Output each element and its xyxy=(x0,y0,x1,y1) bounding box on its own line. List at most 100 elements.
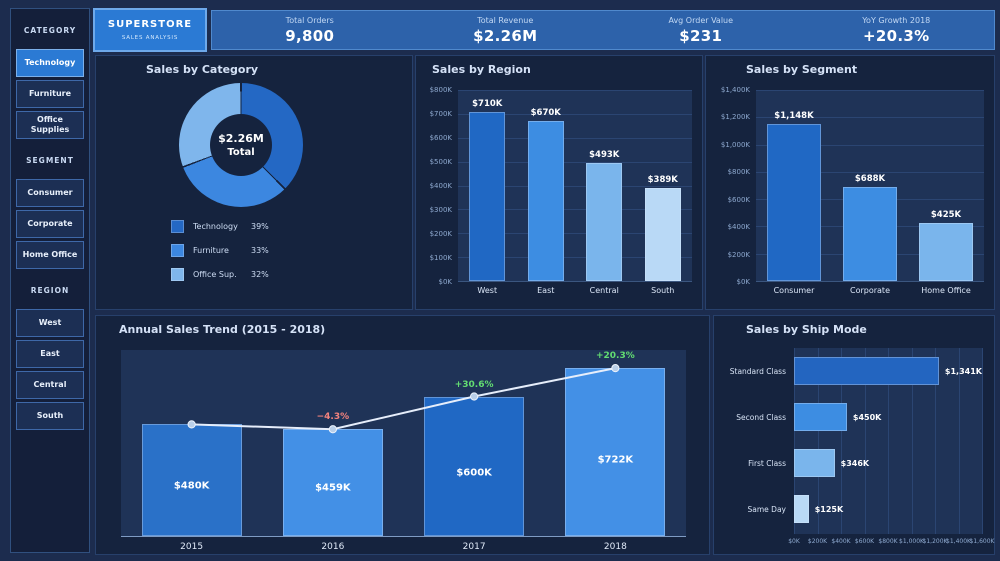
x-tick-label: West xyxy=(477,286,498,295)
kpi-label: YoY Growth 2018 xyxy=(862,15,931,25)
y-tick-label: $600K xyxy=(429,134,452,142)
region-chart: $800K $700K $600K $500K $400K $300K $200K $100K… xyxy=(422,86,692,286)
bar-group-central: $493K xyxy=(575,90,634,281)
kpi-label: Total Orders xyxy=(285,15,334,25)
bar-south[interactable] xyxy=(644,188,681,281)
trend-x-axis: 2015 2016 2017 2018 xyxy=(121,542,686,552)
ship-row-second-class: Second Class $450K xyxy=(724,394,982,440)
kpi-label: Avg Order Value xyxy=(668,15,734,25)
x-tick-label: Corporate xyxy=(850,286,890,295)
segment-plot-area: $1,148K $688K $425K xyxy=(756,90,984,282)
legend-percent: 33% xyxy=(251,245,269,255)
category-legend: Technology 39% Furniture 33% Office Sup. 32% xyxy=(171,214,269,286)
sidebar-item-central[interactable]: Central xyxy=(16,371,84,399)
x-tick-label: Central xyxy=(589,286,619,295)
x-tick-label: $1,600K xyxy=(969,538,995,545)
kpi-total-revenue: Total Revenue $2.26M xyxy=(408,11,604,49)
x-tick-label: $1,400K xyxy=(946,538,971,545)
x-tick-label: $800K xyxy=(878,538,898,545)
bar-2015[interactable]: $480K xyxy=(141,424,242,536)
gridline xyxy=(817,348,819,534)
x-tick-label: 2015 xyxy=(180,542,204,552)
bar-east[interactable] xyxy=(527,121,564,281)
x-tick-label: $1,000K xyxy=(899,538,924,545)
bar-2018[interactable]: $722K xyxy=(565,368,666,536)
gridline xyxy=(458,233,692,235)
trend-bar-group-2017: $600K xyxy=(404,350,545,536)
sidebar-item-office-supplies[interactable]: Office Supplies xyxy=(16,111,84,139)
sidebar-item-west[interactable]: West xyxy=(16,309,84,337)
gridline xyxy=(458,257,692,259)
bar-first-class[interactable] xyxy=(794,449,835,477)
trend-annotation: −4.3% xyxy=(316,412,350,423)
sidebar-sections: CATEGORY Technology Furniture Office Suppli… xyxy=(11,26,89,430)
legend-item-office-sup[interactable]: Office Sup. 32% xyxy=(171,262,269,286)
y-tick-label: $1,200K xyxy=(720,113,750,122)
ship-mode-plot-area: Standard Class $1,341K Second Class $450K Fi… xyxy=(724,348,983,534)
bar-second-class[interactable] xyxy=(794,403,847,431)
bar-value-label: $493K xyxy=(589,150,620,161)
y-tick-label: $500K xyxy=(429,158,452,166)
sidebar-item-furniture[interactable]: Furniture xyxy=(16,80,84,108)
kpi-total-orders: Total Orders 9,800 xyxy=(212,11,408,49)
sidebar: CATEGORY Technology Furniture Office Suppli… xyxy=(10,8,90,553)
kpi-yoy-growth-2018: YoY Growth 2018 +20.3% xyxy=(799,11,995,49)
bar-value-label: $1,148K xyxy=(774,111,814,122)
bar-group-home-office: $425K xyxy=(908,90,984,281)
donut-total-label: Total xyxy=(227,147,255,158)
bar-value-label: $710K xyxy=(472,98,503,109)
sidebar-item-home-office[interactable]: Home Office xyxy=(16,241,84,269)
category-donut-chart[interactable]: $2.26M Total xyxy=(179,83,303,207)
ship-category-label: First Class xyxy=(748,458,786,468)
x-tick-label: $600K xyxy=(854,538,875,545)
bar-corporate[interactable] xyxy=(843,187,897,281)
x-tick-label: Consumer xyxy=(773,286,815,295)
gridline xyxy=(458,113,692,115)
sidebar-item-consumer[interactable]: Consumer xyxy=(16,179,84,207)
bar-central[interactable] xyxy=(586,163,623,281)
x-tick-label: South xyxy=(651,286,675,295)
kpi-label: Total Revenue xyxy=(477,15,534,25)
region-plot-area: $710K $670K $493K $389K xyxy=(458,90,692,282)
bar-same-day[interactable] xyxy=(794,495,809,523)
sidebar-section-segment: SEGMENT xyxy=(26,156,74,165)
bar-consumer[interactable] xyxy=(767,124,821,281)
chart-title-trend: Annual Sales Trend (2015 - 2018) xyxy=(119,323,326,336)
legend-label: Office Sup. xyxy=(193,269,237,279)
bar-west[interactable] xyxy=(469,111,506,281)
y-tick-label: $700K xyxy=(429,110,452,118)
chart-title-category: Sales by Category xyxy=(146,63,259,76)
legend-item-technology[interactable]: Technology 39% xyxy=(171,214,269,238)
y-tick-label: $200K xyxy=(429,230,452,238)
sidebar-item-corporate[interactable]: Corporate xyxy=(16,210,84,238)
ship-category-label: Same Day xyxy=(747,504,786,514)
kpi-value: $2.26M xyxy=(473,26,538,45)
donut-center: $2.26M Total xyxy=(210,114,272,176)
app-logo[interactable]: SUPERSTORE SALES ANALYSIS xyxy=(93,8,207,52)
bar-standard-class[interactable] xyxy=(794,357,939,385)
gridline xyxy=(458,90,692,91)
sidebar-section-category: CATEGORY xyxy=(23,26,77,35)
legend-item-furniture[interactable]: Furniture 33% xyxy=(171,238,269,262)
bar-value-label: $125K xyxy=(814,504,844,514)
bar-home-office[interactable] xyxy=(919,223,973,281)
gridline xyxy=(864,348,866,534)
bar-value-label: $1,341K xyxy=(944,366,982,376)
kpi-avg-order-value: Avg Order Value $231 xyxy=(603,11,799,49)
sidebar-item-east[interactable]: East xyxy=(16,340,84,368)
panel-annual-sales-trend: Annual Sales Trend (2015 - 2018) $480K $4… xyxy=(95,315,710,555)
bar-value-label: $389K xyxy=(647,175,678,186)
x-tick-label: $400K xyxy=(831,538,851,545)
sidebar-item-south[interactable]: South xyxy=(16,402,84,430)
x-tick-label: 2017 xyxy=(462,542,486,552)
bar-2017[interactable]: $600K xyxy=(424,396,525,536)
legend-swatch xyxy=(171,243,184,257)
y-tick-label: $400K xyxy=(727,223,750,232)
gridline xyxy=(756,171,984,173)
y-tick-label: $800K xyxy=(727,168,750,177)
sidebar-item-technology[interactable]: Technology xyxy=(16,49,84,77)
bar-2016[interactable]: $459K xyxy=(282,429,383,536)
panel-sales-by-ship-mode: Sales by Ship Mode Standard Class $1,341K… xyxy=(713,315,995,555)
legend-percent: 39% xyxy=(251,221,269,231)
gridline xyxy=(841,348,842,534)
